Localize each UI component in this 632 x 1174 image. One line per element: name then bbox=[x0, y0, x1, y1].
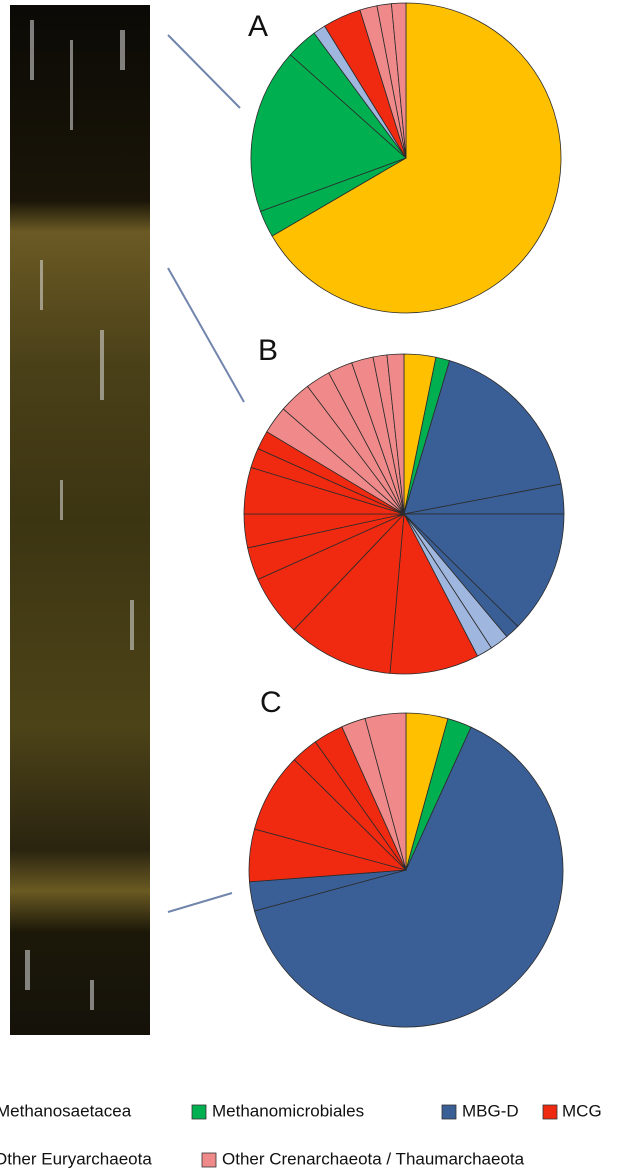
legend-label: MCG bbox=[562, 1101, 602, 1120]
legend-swatch bbox=[191, 1104, 207, 1120]
legend-label: MBG-D bbox=[462, 1101, 519, 1120]
pie-slice bbox=[386, 353, 405, 515]
legend-swatch bbox=[542, 1104, 558, 1120]
legend-label: Other Euryarchaeota bbox=[0, 1149, 152, 1168]
connectors bbox=[167, 34, 245, 913]
pie-slice bbox=[389, 512, 479, 675]
legend-label: Methanomicrobiales bbox=[212, 1101, 364, 1120]
panel-label: A bbox=[248, 10, 268, 43]
legend-label: Other Crenarchaeota / Thaumarchaeota bbox=[222, 1149, 525, 1168]
pie-slice bbox=[250, 54, 407, 212]
pie-slice bbox=[293, 512, 405, 674]
pie-slice bbox=[253, 726, 564, 1028]
pie-slice bbox=[390, 2, 407, 159]
legend-swatch bbox=[201, 1152, 217, 1168]
legend-label: Methanosaetacea bbox=[0, 1101, 132, 1120]
pie-slice bbox=[271, 2, 562, 314]
panel-label: C bbox=[260, 686, 282, 719]
panel-label: B bbox=[258, 334, 278, 367]
legend-swatch bbox=[441, 1104, 457, 1120]
sediment-core bbox=[10, 5, 150, 1035]
pie-slice bbox=[403, 360, 562, 515]
pie-slice bbox=[364, 712, 407, 871]
pie-slice bbox=[403, 513, 565, 627]
core-highlights bbox=[25, 20, 134, 1010]
